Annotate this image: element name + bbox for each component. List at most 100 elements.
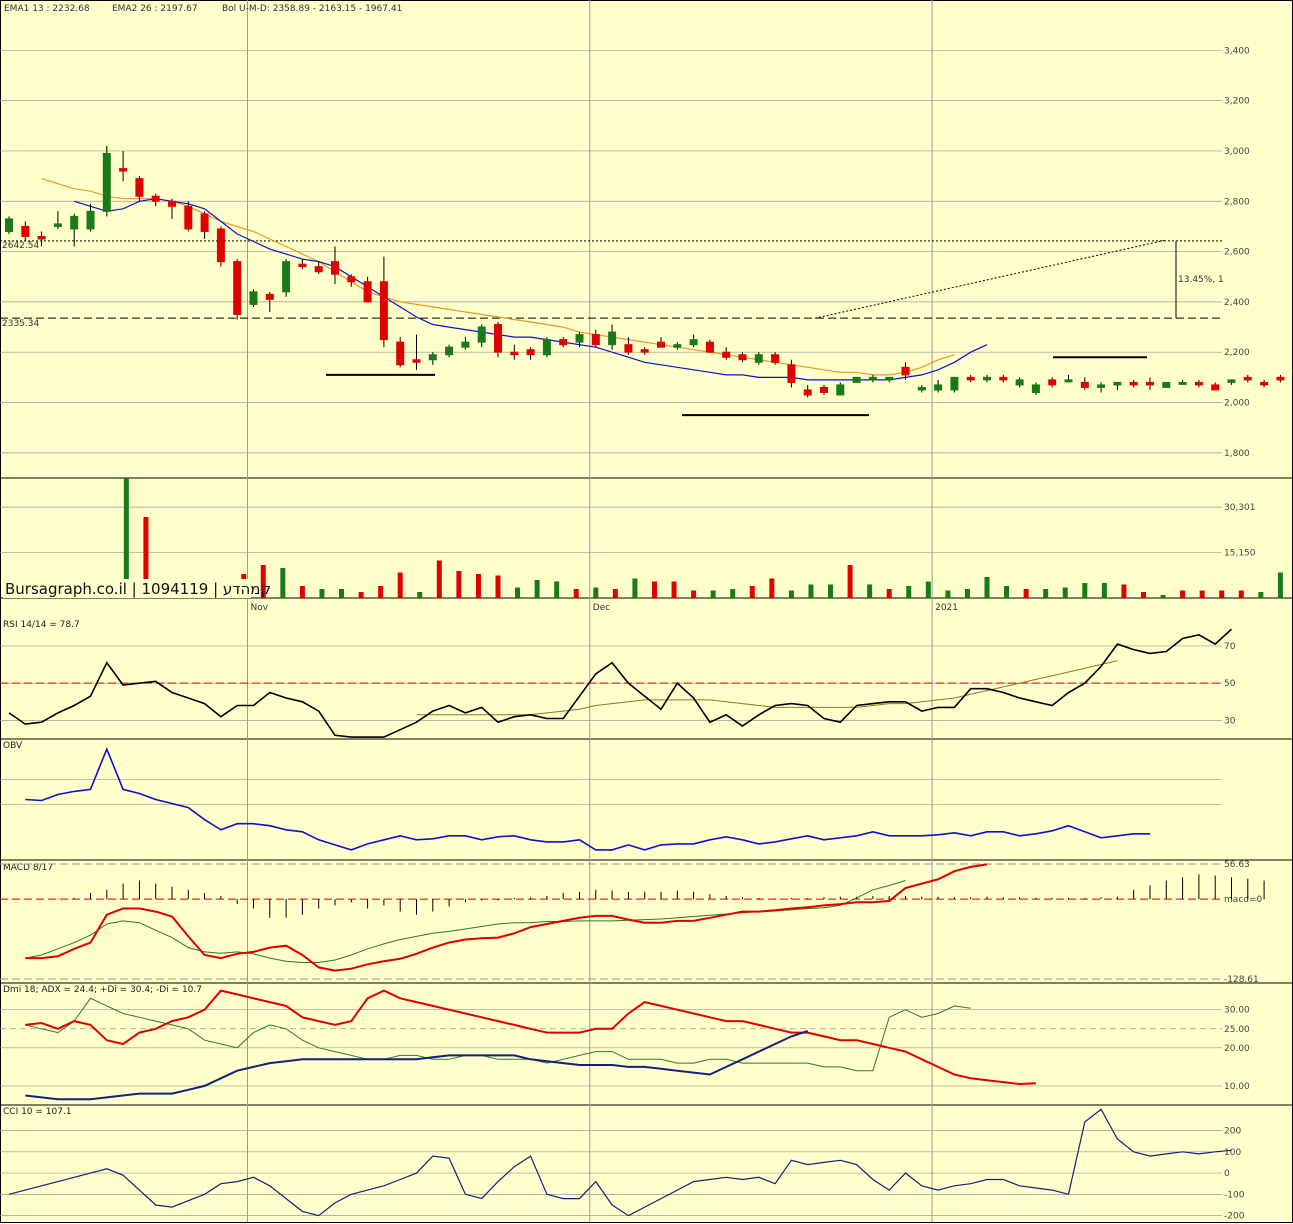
price-tick-label: 2,400	[1224, 298, 1250, 308]
cci-tick-label: 200	[1224, 1127, 1241, 1137]
candle-body	[836, 384, 845, 396]
volume-bar	[710, 590, 716, 598]
volume-bar	[593, 587, 599, 598]
candle-body	[331, 261, 339, 275]
cci-tick-label: -200	[1224, 1212, 1245, 1222]
volume-bar	[808, 584, 814, 598]
volume-bar	[554, 581, 560, 598]
candle-body	[950, 376, 959, 391]
rsi-panel: 70 50 30 RSI 14/14 = 78.7	[0, 620, 1236, 738]
candle-body	[689, 339, 698, 346]
candle-body	[102, 152, 111, 212]
volume-bar	[319, 589, 325, 598]
candle-body	[1260, 381, 1269, 386]
candle-body	[1031, 384, 1040, 393]
candle-body	[820, 386, 828, 393]
candle-body	[379, 281, 388, 341]
candle-body	[591, 334, 600, 346]
candle-body	[86, 210, 95, 230]
candle-body	[314, 266, 323, 273]
candle-body	[445, 346, 454, 356]
ema2-line	[41, 178, 955, 376]
candle-body	[738, 354, 747, 361]
candle-body	[624, 344, 633, 353]
dmi-tick-label: 30.00	[1224, 1006, 1250, 1016]
candle-body	[542, 339, 551, 356]
volume-bar	[1082, 583, 1088, 598]
candle-body	[559, 339, 568, 346]
dmi-tick-label: 20.00	[1224, 1044, 1250, 1054]
candle-body	[70, 215, 79, 230]
candle-body	[966, 376, 975, 381]
price-tick-label: 3,000	[1224, 147, 1250, 157]
macd-tick-label: -128.61	[1224, 975, 1259, 985]
volume-bar	[1140, 592, 1146, 598]
candle-body	[200, 213, 209, 232]
volume-bar	[299, 586, 305, 598]
candle-body	[216, 228, 225, 263]
volume-bar	[730, 589, 736, 598]
rsi-line	[8, 628, 1233, 738]
legend-entry: EMA1 13 : 2232.68	[4, 4, 90, 14]
volume-bar	[671, 581, 677, 598]
watermark: Bursagraph.co.il | 1094119 | קמהדע	[5, 580, 271, 598]
rsi-title: RSI 14/14 = 78.7	[3, 620, 80, 630]
volume-tick-label: 15,150	[1224, 549, 1256, 559]
candle-body	[1015, 379, 1024, 386]
level-label: 2335.34	[2, 319, 39, 329]
candle-body	[673, 344, 682, 348]
candle-body	[168, 200, 176, 207]
candle-body	[1097, 384, 1106, 388]
candle-body	[868, 376, 877, 381]
candle-body	[184, 205, 193, 230]
level-label: 2642.54	[2, 241, 39, 251]
dmi-tick-label: 25.00	[1224, 1025, 1250, 1035]
volume-bar	[828, 584, 834, 598]
volume-bar	[1160, 595, 1166, 598]
volume-bar	[1238, 590, 1244, 598]
volume-bar	[925, 581, 931, 598]
candle-body	[5, 218, 13, 232]
candle-body	[1129, 381, 1138, 386]
price-tick-label: 2,800	[1224, 197, 1250, 207]
volume-bar	[886, 589, 892, 598]
candle-body	[298, 263, 307, 268]
candle-body	[640, 349, 649, 353]
candle-body	[151, 195, 160, 202]
candle-body	[575, 334, 584, 343]
candle-body	[1276, 376, 1285, 381]
volume-bar	[1219, 590, 1225, 598]
candle-body	[901, 366, 910, 376]
candle-body	[347, 276, 356, 283]
volume-bar	[945, 590, 951, 598]
candle-body	[1227, 379, 1236, 383]
obv-panel: OBV	[0, 741, 1222, 851]
candle-body	[1243, 376, 1252, 381]
candle-body	[1211, 384, 1220, 391]
volume-bar	[417, 592, 423, 598]
volume-bar	[495, 575, 501, 598]
volume-bar	[339, 589, 345, 598]
candle-body	[477, 326, 486, 343]
volume-bar	[691, 590, 697, 598]
dmi-title: Dmi 18; ADX = 24.4; +Di = 30.4; -Di = 10…	[3, 985, 202, 995]
candle-body	[771, 354, 780, 363]
volume-bar	[475, 574, 481, 598]
volume-bar	[573, 589, 579, 598]
volume-bar	[1199, 590, 1205, 598]
volume-bar	[964, 589, 970, 598]
volume-bar	[397, 572, 403, 598]
candle-body	[885, 376, 894, 381]
month-label: 2021	[935, 603, 958, 613]
candle-body	[396, 341, 405, 366]
volume-bar	[651, 581, 657, 598]
cci-panel: 200 100 0 -100 -200 CCI 10 = 107.1	[0, 1107, 1245, 1222]
adx-line	[25, 1030, 809, 1101]
price-tick-label: 2,200	[1224, 348, 1250, 358]
volume-bar	[456, 571, 462, 598]
macd-tick-label: macd=0	[1224, 895, 1262, 905]
macd-panel: MACD 8/17 56.63 macd=0 -128.61	[0, 860, 1265, 985]
volume-bar	[378, 586, 384, 598]
